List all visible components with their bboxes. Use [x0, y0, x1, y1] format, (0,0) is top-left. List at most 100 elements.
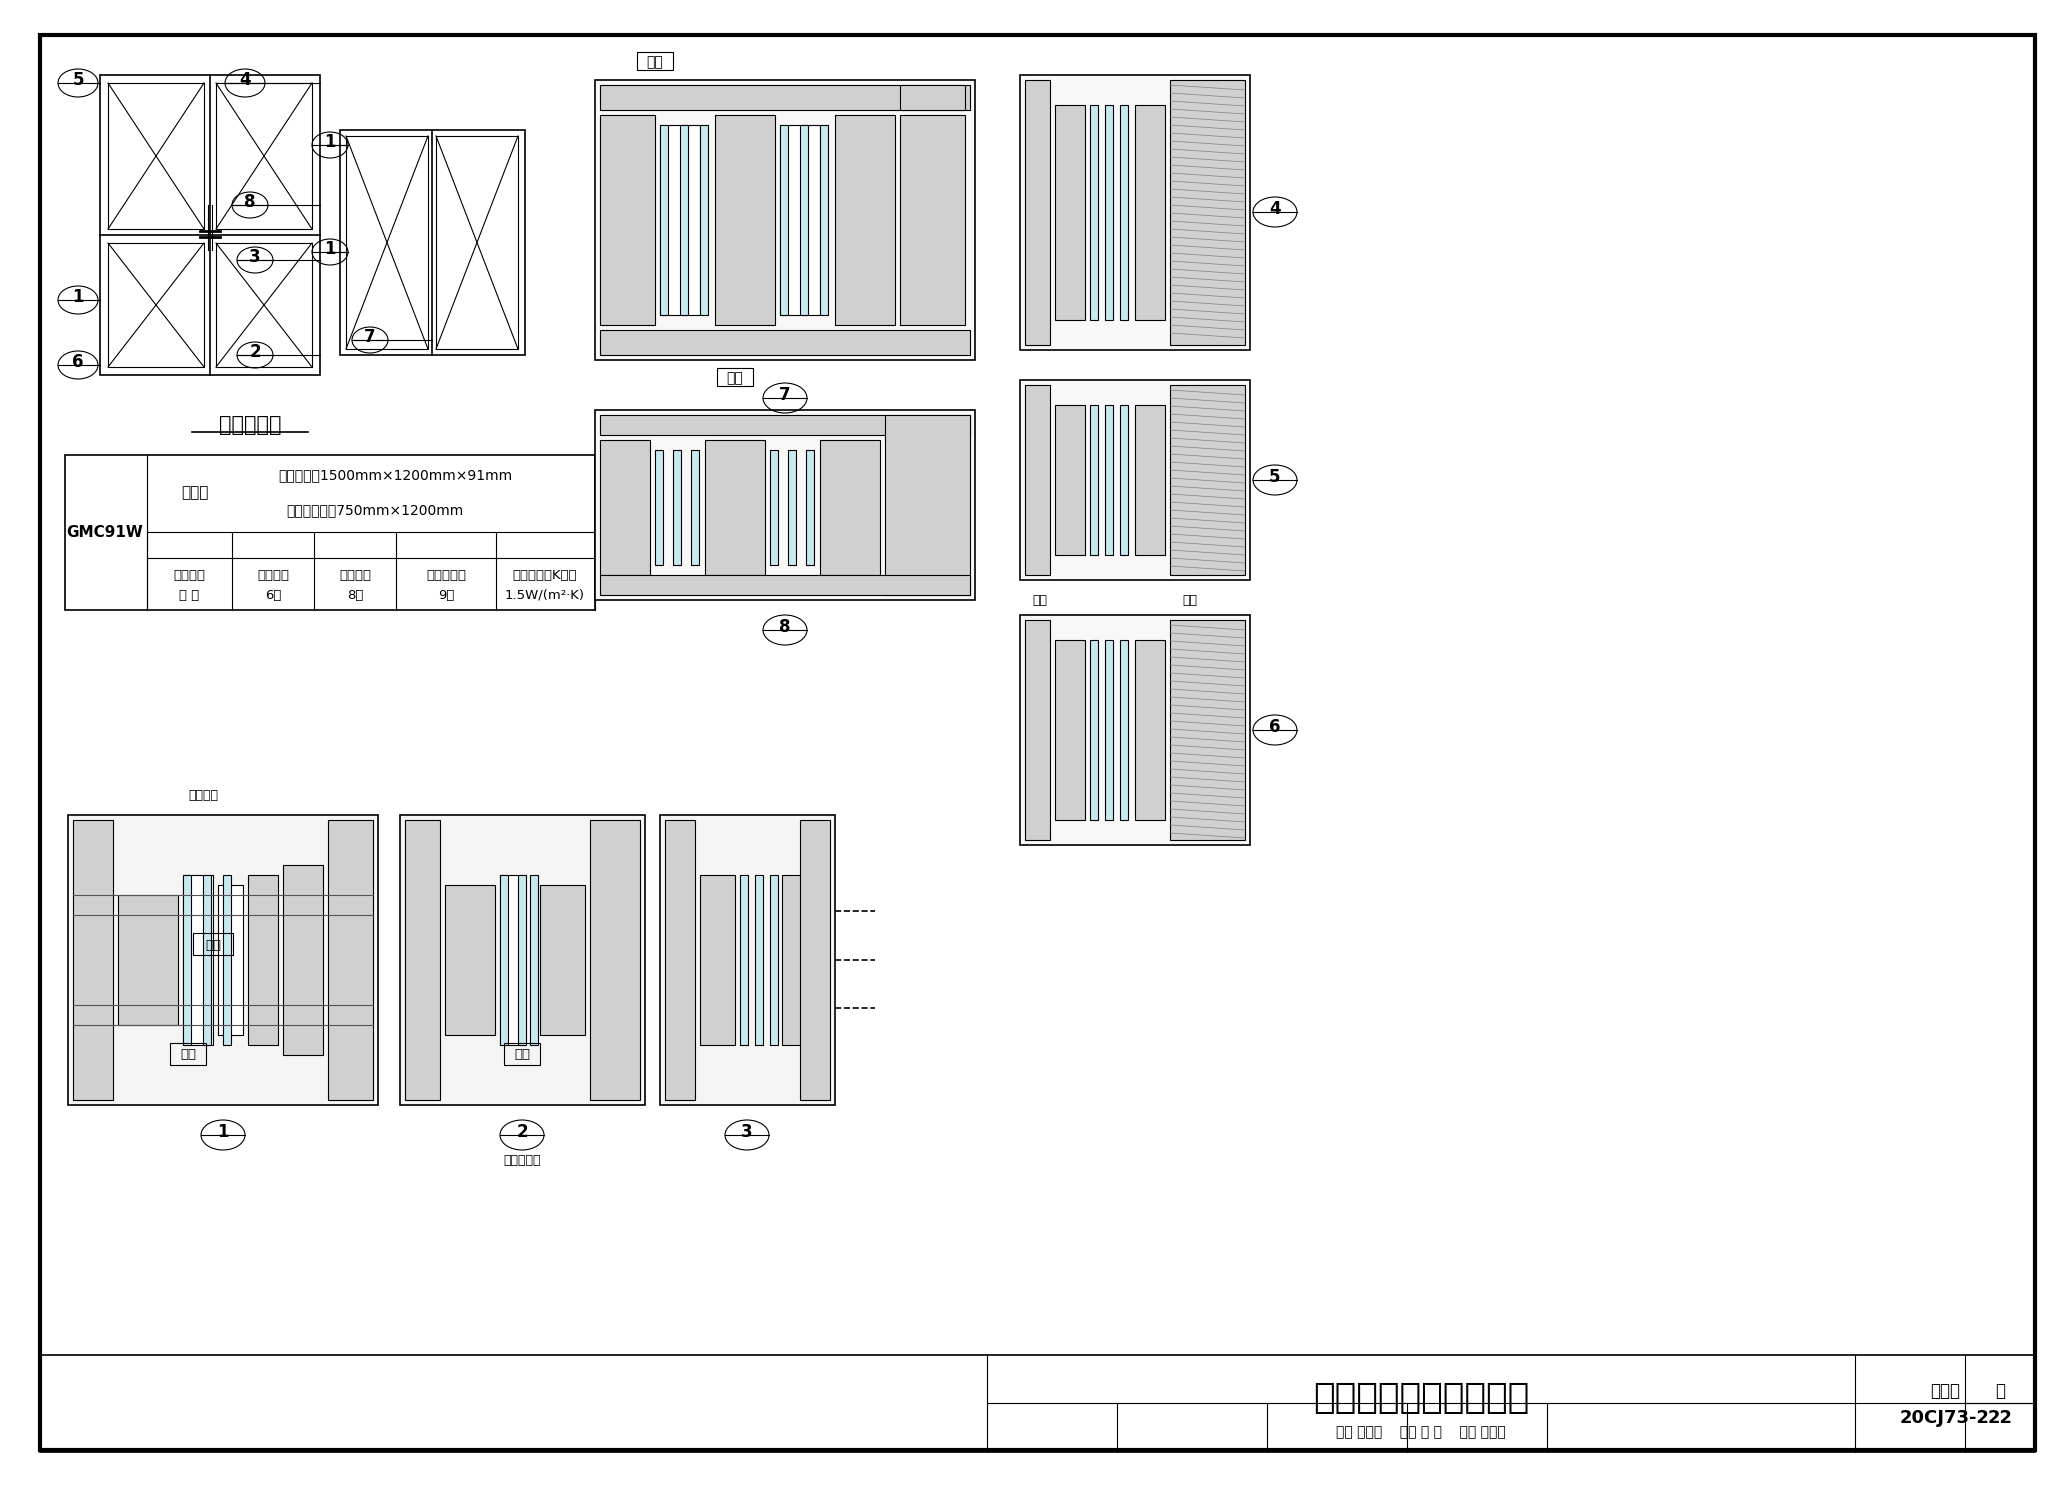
Bar [217, 885, 244, 1036]
Bar [819, 125, 827, 315]
Bar [666, 820, 694, 1100]
Bar [1169, 385, 1245, 574]
Text: 8: 8 [244, 193, 256, 211]
Bar [836, 115, 895, 324]
Bar [504, 1043, 541, 1065]
Bar [340, 129, 524, 356]
Text: 抗风压性能: 抗风压性能 [426, 568, 467, 582]
Text: 1: 1 [72, 289, 84, 307]
Text: 木塑微发泡: 木塑微发泡 [504, 1153, 541, 1167]
Bar [596, 411, 975, 600]
Bar [1055, 106, 1085, 320]
Bar [756, 875, 764, 1045]
Bar [328, 820, 373, 1100]
Bar [700, 125, 709, 315]
Bar [203, 875, 211, 1045]
Text: 1: 1 [217, 1123, 229, 1141]
Bar [600, 115, 655, 324]
Text: 门窗尺寸：1500mm×1200mm×91mm: 门窗尺寸：1500mm×1200mm×91mm [279, 469, 512, 482]
Bar [182, 875, 190, 1045]
Bar [659, 815, 836, 1106]
Bar [1120, 405, 1128, 555]
Bar [596, 80, 975, 360]
Bar [739, 875, 748, 1045]
Text: 6级: 6级 [264, 588, 281, 601]
Text: GMC91W: GMC91W [68, 524, 143, 540]
Text: 7: 7 [778, 385, 791, 405]
Bar [1135, 640, 1165, 820]
Text: 6: 6 [72, 353, 84, 371]
Bar [1120, 106, 1128, 320]
Text: 页: 页 [1995, 1382, 2005, 1400]
Bar [899, 115, 965, 324]
Bar [770, 449, 778, 565]
Text: 室外: 室外 [727, 371, 743, 385]
Bar [119, 894, 178, 1025]
Text: 立面示意图: 立面示意图 [219, 415, 281, 434]
Bar [1106, 405, 1112, 555]
Bar [215, 83, 311, 229]
Bar [705, 440, 766, 574]
Bar [1135, 106, 1165, 320]
Text: 图集号: 图集号 [1929, 1382, 1960, 1400]
Bar [770, 875, 778, 1045]
Bar [436, 135, 518, 350]
Text: 保温性能（K值）: 保温性能（K值） [512, 568, 578, 582]
Bar [1024, 620, 1051, 841]
Bar [1090, 405, 1098, 555]
Text: 水密性能: 水密性能 [256, 568, 289, 582]
Bar [590, 820, 641, 1100]
Text: 2: 2 [516, 1123, 528, 1141]
Bar [109, 243, 205, 368]
Bar [182, 875, 213, 1045]
Text: 室外: 室外 [514, 1049, 530, 1061]
Text: 22: 22 [1987, 1409, 2013, 1427]
Bar [801, 125, 809, 315]
Bar [1055, 640, 1085, 820]
Bar [807, 449, 813, 565]
Text: 5: 5 [72, 71, 84, 89]
Text: 玻璃垫块: 玻璃垫块 [188, 789, 217, 802]
Bar [406, 820, 440, 1100]
Text: 活动扇尺寸：750mm×1200mm: 活动扇尺寸：750mm×1200mm [287, 503, 463, 516]
Bar [1135, 405, 1165, 555]
Bar [674, 449, 682, 565]
Bar [283, 865, 324, 1055]
Bar [66, 455, 596, 610]
Text: 三玻外开上悬窗节点图: 三玻外开上悬窗节点图 [1313, 1381, 1530, 1415]
Bar [1024, 385, 1051, 574]
Text: 7: 7 [365, 327, 377, 347]
Text: 6: 6 [1270, 719, 1280, 737]
Text: 审核 李正刚    校对 刘 宁    设计 王湘莉: 审核 李正刚 校对 刘 宁 设计 王湘莉 [1335, 1426, 1505, 1439]
Bar [717, 368, 754, 385]
Text: 1: 1 [324, 132, 336, 150]
Text: 室内: 室内 [205, 939, 221, 951]
Bar [659, 125, 668, 315]
Bar [170, 1043, 207, 1065]
Text: 4: 4 [1270, 199, 1280, 219]
Bar [1090, 640, 1098, 820]
Bar [680, 125, 688, 315]
Text: 9级: 9级 [438, 588, 455, 601]
Bar [41, 1356, 2036, 1452]
Bar [1090, 106, 1098, 320]
Text: 1.5W/(m²·K): 1.5W/(m²·K) [506, 588, 586, 601]
Bar [788, 449, 797, 565]
Bar [500, 875, 524, 1045]
Bar [600, 330, 971, 356]
Bar [530, 875, 539, 1045]
Bar [819, 440, 881, 574]
Bar [109, 83, 205, 229]
Text: 气密性能: 气密性能 [340, 568, 371, 582]
Bar [1106, 106, 1112, 320]
Bar [215, 243, 311, 368]
Bar [600, 574, 971, 595]
Bar [1120, 640, 1128, 820]
Bar [68, 815, 379, 1106]
Bar [1169, 620, 1245, 841]
Bar [248, 875, 279, 1045]
Bar [100, 74, 319, 375]
Bar [1169, 80, 1245, 345]
Bar [885, 415, 971, 595]
Text: 3: 3 [250, 248, 260, 266]
